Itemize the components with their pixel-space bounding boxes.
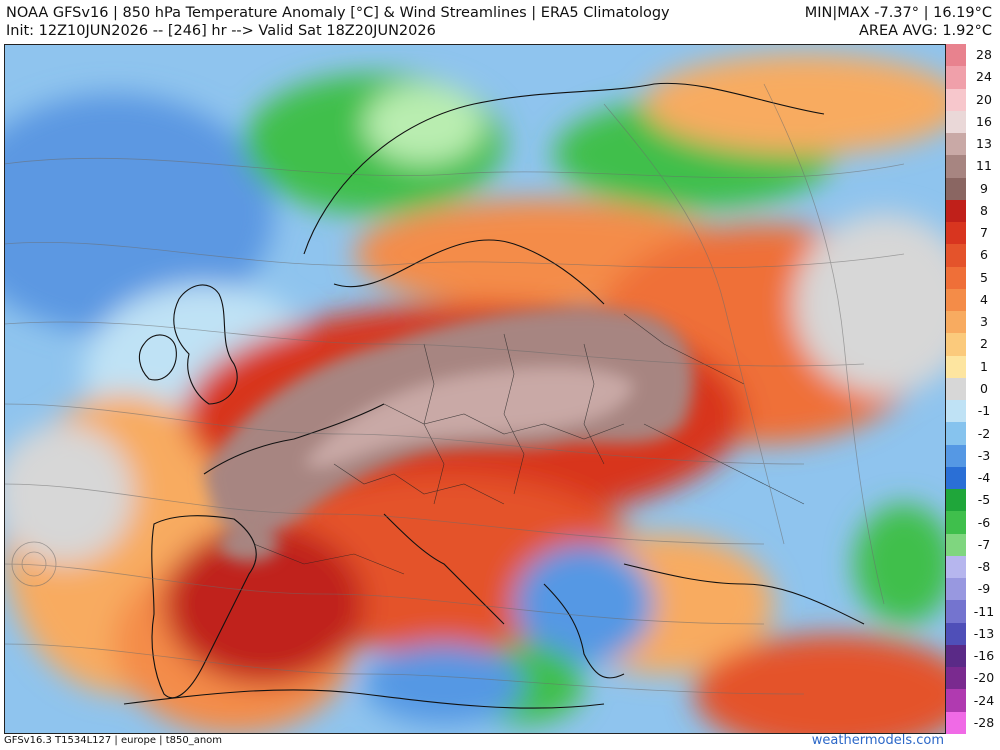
colorbar-swatch bbox=[946, 511, 966, 535]
britain-coast bbox=[173, 284, 238, 405]
colorbar bbox=[946, 44, 966, 735]
colorbar-swatch bbox=[946, 466, 966, 490]
colorbar-tick-label: -6 bbox=[977, 514, 991, 530]
colorbar-swatch bbox=[946, 377, 966, 401]
colorbar-swatch bbox=[946, 400, 966, 423]
colorbar-tick-label: 2 bbox=[980, 336, 988, 352]
minmax-readout: MIN|MAX -7.37° | 16.19°C bbox=[804, 5, 992, 21]
colorbar-swatch bbox=[946, 533, 966, 557]
map-frame bbox=[4, 44, 946, 734]
colorbar-tick-label: -4 bbox=[977, 470, 991, 486]
title-line-2: Init: 12Z10JUN2026 -- [246] hr --> Valid… bbox=[6, 23, 436, 39]
colorbar-tick-label: 7 bbox=[980, 225, 988, 241]
colorbar-swatch bbox=[946, 333, 966, 357]
colorbar-tick-label: -9 bbox=[977, 581, 991, 597]
colorbar-tick-label: 5 bbox=[980, 269, 988, 285]
colorbar-swatch bbox=[946, 689, 966, 713]
area-avg-readout: AREA AVG: 1.92°C bbox=[859, 23, 992, 39]
colorbar-tick-label: -3 bbox=[977, 447, 991, 463]
colorbar-tick-label: -16 bbox=[973, 648, 995, 664]
colorbar-tick-label: -7 bbox=[977, 536, 991, 552]
colorbar-tick-label: 13 bbox=[976, 136, 992, 152]
colorbar-swatch bbox=[946, 444, 966, 468]
colorbar-swatch bbox=[946, 177, 966, 201]
baltic-coast bbox=[333, 239, 605, 305]
colorbar-swatch bbox=[946, 133, 966, 156]
colorbar-swatch bbox=[946, 489, 966, 512]
colorbar-swatch bbox=[946, 44, 966, 67]
colorbar-labels: 28 24 20 16 13 11 9 8 7 6 5 4 3 2 1 0 -1 -2 -3 -4 -5 -6 -7 -8 -9… bbox=[966, 44, 1000, 734]
colorbar-tick-label: 16 bbox=[976, 113, 992, 129]
map-canvas bbox=[4, 44, 946, 734]
north-africa-coast bbox=[123, 689, 605, 709]
colorbar-tick-label: -1 bbox=[977, 403, 991, 419]
colorbar-tick-label: 3 bbox=[980, 314, 988, 330]
colorbar-swatch bbox=[946, 266, 966, 290]
colorbar-tick-label: -5 bbox=[977, 492, 991, 508]
colorbar-tick-label: 11 bbox=[976, 158, 992, 174]
colorbar-tick-label: 24 bbox=[976, 69, 992, 85]
colorbar-swatch bbox=[946, 578, 966, 601]
colorbar-swatch bbox=[946, 711, 966, 735]
colorbar-swatch bbox=[946, 222, 966, 245]
colorbar-swatch bbox=[946, 644, 966, 668]
greece-coast bbox=[543, 583, 625, 679]
colorbar-tick-label: 20 bbox=[976, 91, 992, 107]
colorbar-swatch bbox=[946, 199, 966, 223]
colorbar-tick-label: -2 bbox=[977, 425, 991, 441]
header: NOAA GFSv16 | 850 hPa Temperature Anomal… bbox=[0, 0, 1000, 44]
colorbar-tick-label: 9 bbox=[980, 180, 988, 196]
italy-coast bbox=[383, 513, 505, 625]
country-borders bbox=[253, 313, 805, 575]
colorbar-swatch bbox=[946, 355, 966, 379]
colorbar-tick-label: -8 bbox=[977, 559, 991, 575]
anomaly-peak bbox=[204, 308, 694, 562]
colorbar-swatch bbox=[946, 110, 966, 134]
colorbar-swatch bbox=[946, 667, 966, 690]
france-coast bbox=[203, 403, 385, 475]
model-info: GFSv16.3 T1534L127 | europe | t850_anom bbox=[4, 735, 223, 746]
colorbar-tick-label: -24 bbox=[973, 692, 995, 708]
colorbar-swatch bbox=[946, 88, 966, 112]
colorbar-tick-label: -13 bbox=[973, 625, 995, 641]
iberia-coast bbox=[151, 515, 257, 699]
stats-block: MIN|MAX -7.37° | 16.19°C AREA AVG: 1.92°… bbox=[805, 4, 992, 40]
colorbar-swatch bbox=[946, 622, 966, 646]
colorbar-tick-label: 8 bbox=[980, 202, 988, 218]
title-line-1: NOAA GFSv16 | 850 hPa Temperature Anomal… bbox=[6, 5, 670, 21]
anomaly-field bbox=[4, 54, 946, 734]
wind-streamlines bbox=[4, 83, 905, 695]
colorbar-swatch bbox=[946, 155, 966, 179]
colorbar-swatch bbox=[946, 600, 966, 624]
scandinavia-coast bbox=[303, 82, 825, 255]
colorbar-tick-label: -11 bbox=[973, 603, 995, 619]
brand-link[interactable]: weathermodels.com bbox=[811, 733, 944, 748]
colorbar-swatch bbox=[946, 555, 966, 579]
colorbar-swatch bbox=[946, 288, 966, 312]
colorbar-tick-label: 0 bbox=[980, 381, 988, 396]
coastlines bbox=[123, 82, 865, 709]
colorbar-tick-label: -20 bbox=[973, 670, 995, 686]
colorbar-swatch bbox=[946, 66, 966, 89]
colorbar-tick-label: -28 bbox=[973, 714, 995, 730]
colorbar-tick-label: 28 bbox=[976, 47, 992, 63]
temperature-anomaly-map[interactable] bbox=[4, 44, 946, 734]
ireland-coast bbox=[138, 334, 177, 381]
colorbar-swatch bbox=[946, 311, 966, 334]
colorbar-tick-label: 4 bbox=[980, 291, 988, 307]
title-block: NOAA GFSv16 | 850 hPa Temperature Anomal… bbox=[6, 4, 670, 40]
turkey-coast bbox=[623, 563, 865, 625]
colorbar-tick-label: 6 bbox=[980, 247, 988, 263]
colorbar-tick-label: 1 bbox=[980, 358, 988, 374]
colorbar-swatch bbox=[946, 422, 966, 446]
colorbar-swatch bbox=[946, 244, 966, 268]
